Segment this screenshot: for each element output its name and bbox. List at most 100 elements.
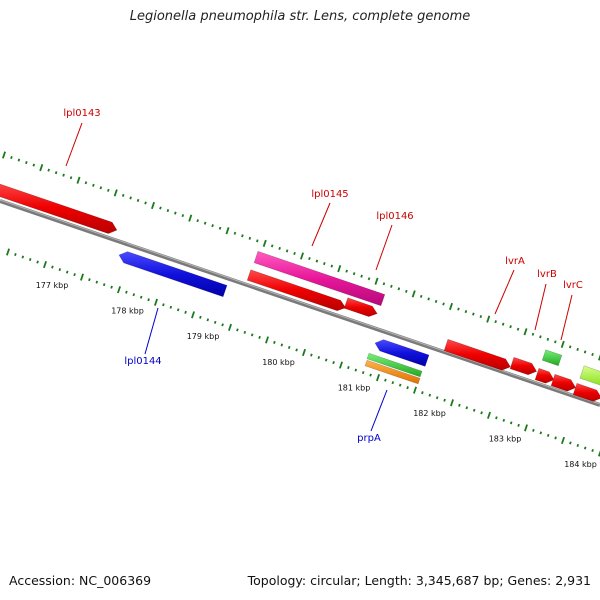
inner-tick <box>80 273 84 281</box>
map-title: Legionella pneumophila str. Lens, comple… <box>129 9 471 24</box>
inner-tick <box>369 373 372 377</box>
feature-lpl0146-arrow <box>246 269 347 312</box>
outer-tick <box>285 249 289 253</box>
outer-tick <box>494 320 497 324</box>
inner-tick <box>472 408 476 412</box>
inner-tick <box>406 386 409 390</box>
inner-tick <box>88 278 91 282</box>
outer-tick <box>25 161 28 165</box>
outer-tick <box>427 297 430 301</box>
inner-tick <box>428 393 432 397</box>
outer-tick <box>568 345 572 349</box>
inner-tick <box>458 403 461 407</box>
inner-tick <box>199 315 202 319</box>
outer-tick <box>546 337 550 341</box>
outer-tick <box>352 272 356 276</box>
inner-tick <box>221 323 224 327</box>
inner-tick <box>258 335 261 339</box>
accession-text: Accession: NC_006369 <box>9 573 152 588</box>
feature-small-red-arrow <box>343 297 378 317</box>
inner-tick <box>51 265 54 269</box>
inner-tick <box>391 381 395 385</box>
inner-tick <box>117 286 121 294</box>
outer-tick <box>501 322 505 326</box>
genome-backbone-highlight <box>0 199 600 405</box>
inner-tick <box>184 310 187 314</box>
feature-lpl0144-arrow <box>118 251 228 298</box>
inner-tick <box>421 391 424 395</box>
inner-tick <box>398 383 402 387</box>
outer-tick <box>166 209 170 213</box>
outer-tick <box>449 302 453 311</box>
inner-tick <box>317 356 321 360</box>
scale-label: 180 kbp <box>262 358 295 367</box>
outer-tick <box>293 251 296 255</box>
inner-tick <box>561 436 565 445</box>
gene-label-lvrc: lvrC <box>563 280 583 291</box>
inner-tick <box>162 303 165 307</box>
inner-tick <box>21 255 25 259</box>
inner-tick <box>465 406 469 410</box>
outer-tick <box>539 335 542 339</box>
outer-tick <box>337 265 342 273</box>
inner-tick <box>354 368 358 372</box>
genome-backbone <box>0 199 600 407</box>
scale-label: 177 kbp <box>36 281 69 290</box>
inner-tick <box>361 371 365 375</box>
gene-features <box>0 183 600 402</box>
outer-tick <box>554 340 557 344</box>
gene-label-lpl0145: lpl0145 <box>311 189 348 200</box>
outer-tick <box>345 269 348 273</box>
feature-prpa-green-bar <box>366 352 423 378</box>
scale-labels: 177 kbp 178 kbp 179 kbp 180 kbp 181 kbp 182 k… <box>36 281 597 469</box>
outer-tick <box>92 183 95 187</box>
feature-lvra-arrow <box>443 338 511 371</box>
inner-tick <box>191 311 195 319</box>
gene-labels: lpl0143 lpl0145 lpl0146 lvrA lvrB lvrC lpl0144… <box>63 108 583 444</box>
inner-tick <box>598 450 600 457</box>
leader-line-lpl0144 <box>144 307 159 355</box>
outer-tick <box>576 347 579 351</box>
outer-tick <box>411 290 416 298</box>
outer-tick <box>211 224 214 228</box>
inner-tick <box>517 423 520 427</box>
outer-tick <box>419 294 423 298</box>
feature-lpl0145-arrow <box>253 250 386 307</box>
outer-tick <box>434 299 438 303</box>
outer-tick <box>270 244 274 248</box>
inner-tick <box>295 348 298 352</box>
outer-tick <box>509 325 512 329</box>
outer-tick <box>218 226 222 230</box>
outer-tick <box>300 252 304 260</box>
feature-lime-box <box>579 365 600 386</box>
inner-tick <box>236 328 239 332</box>
feature-lvra-tail-arrow <box>509 356 538 376</box>
inner-tick <box>14 252 17 257</box>
leader-line-lpl0146 <box>375 224 393 271</box>
outer-tick <box>159 206 162 210</box>
outer-tick <box>2 151 6 159</box>
inner-tick <box>532 428 535 432</box>
inner-tick <box>502 418 506 422</box>
scale-label: 182 kbp <box>413 409 446 418</box>
outer-tick <box>323 262 326 266</box>
outer-tick <box>99 186 103 190</box>
outer-tick <box>308 257 311 261</box>
leader-line-lvrc <box>560 294 573 341</box>
outer-tick <box>442 302 445 306</box>
outer-tick <box>121 193 125 197</box>
outer-tick <box>144 201 147 205</box>
inner-tick <box>576 443 580 447</box>
outer-tick <box>181 214 185 218</box>
outer-tick <box>598 354 600 361</box>
inner-tick <box>495 416 498 420</box>
inner-tick <box>147 298 150 302</box>
scale-label: 178 kbp <box>111 307 144 316</box>
inner-tick <box>591 448 594 453</box>
inner-tick <box>583 446 587 450</box>
inner-tick <box>58 268 62 272</box>
inner-tick <box>376 374 380 382</box>
outer-tick <box>69 176 73 180</box>
inner-tick <box>332 361 335 365</box>
